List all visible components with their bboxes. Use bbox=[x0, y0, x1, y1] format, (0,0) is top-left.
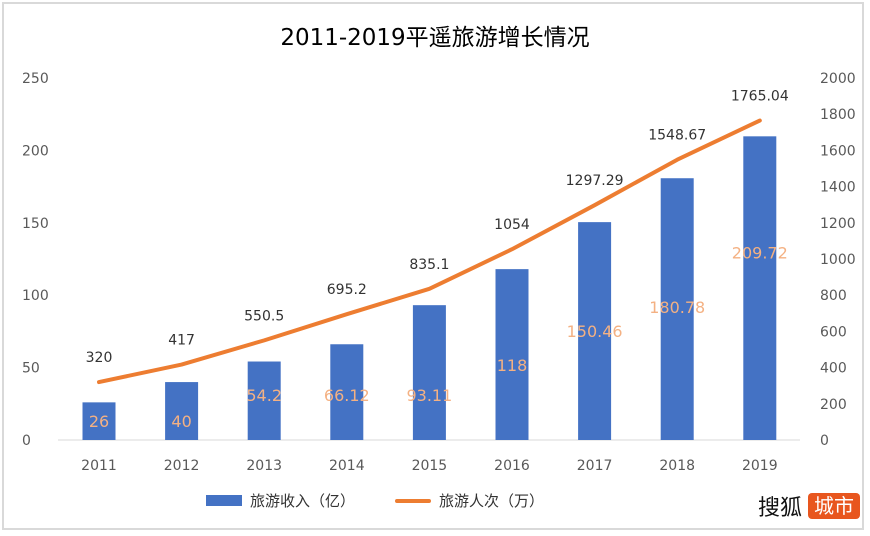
legend-swatch-bar bbox=[205, 495, 242, 506]
y-right-tick: 2000 bbox=[820, 71, 856, 87]
sohu-watermark-logo: 搜狐 城市 bbox=[758, 490, 860, 522]
watermark-brand: 搜狐 bbox=[757, 496, 802, 521]
bar-data-label: 40 bbox=[171, 412, 191, 431]
y-right-tick: 600 bbox=[820, 324, 847, 340]
bar bbox=[578, 222, 612, 440]
y-right-tick: 1800 bbox=[820, 107, 856, 123]
x-tick: 2015 bbox=[412, 458, 448, 474]
x-tick: 2018 bbox=[659, 458, 695, 474]
line-data-label: 1765.04 bbox=[731, 89, 789, 105]
y-left-tick: 250 bbox=[22, 71, 49, 87]
y-right-tick: 800 bbox=[820, 288, 847, 304]
x-tick: 2019 bbox=[742, 458, 778, 474]
bar-data-label: 209.72 bbox=[732, 243, 788, 262]
watermark-badge: 城市 bbox=[808, 493, 860, 519]
x-tick: 2016 bbox=[494, 458, 530, 474]
bar-data-label: 93.11 bbox=[406, 386, 452, 405]
line-data-label: 695.2 bbox=[327, 282, 367, 298]
legend-label-line: 旅游人次（万） bbox=[439, 492, 545, 510]
bar-data-label: 150.46 bbox=[567, 322, 623, 341]
bar-data-label: 66.12 bbox=[324, 386, 370, 405]
line-data-label: 1054 bbox=[494, 217, 530, 233]
bar bbox=[495, 269, 529, 440]
line-data-label: 320 bbox=[86, 350, 113, 366]
y-left-tick: 50 bbox=[22, 361, 40, 377]
bar-data-label: 118 bbox=[497, 356, 528, 375]
bar bbox=[82, 402, 116, 440]
line-data-label: 417 bbox=[168, 333, 195, 349]
bar-data-label: 54.2 bbox=[246, 386, 282, 405]
legend-label-bar: 旅游收入（亿） bbox=[249, 492, 355, 510]
y-right-tick: 200 bbox=[820, 397, 847, 413]
y-left-tick: 200 bbox=[22, 143, 49, 159]
line-data-label: 1297.29 bbox=[566, 173, 624, 189]
y-right-tick: 400 bbox=[820, 361, 847, 377]
legend-item-line: 旅游人次（万） bbox=[395, 490, 544, 511]
x-tick: 2012 bbox=[164, 458, 200, 474]
bar-data-label: 180.78 bbox=[649, 298, 705, 317]
line-series bbox=[97, 118, 762, 385]
line-data-label: 1548.67 bbox=[648, 128, 706, 144]
y-left-tick: 0 bbox=[22, 433, 31, 449]
bar bbox=[247, 361, 281, 440]
x-tick: 2013 bbox=[246, 458, 282, 474]
chart-frame bbox=[2, 2, 864, 530]
bar bbox=[412, 305, 446, 440]
chart-title: 2011-2019平遥旅游增长情况 bbox=[280, 25, 590, 51]
bar-data-label: 26 bbox=[89, 412, 109, 431]
y-right-tick: 0 bbox=[820, 433, 829, 449]
y-right-tick: 1000 bbox=[820, 252, 856, 268]
y-right-tick: 1600 bbox=[820, 143, 856, 159]
y-left-tick: 150 bbox=[22, 216, 49, 232]
legend-item-bar: 旅游收入（亿） bbox=[205, 490, 355, 511]
x-tick: 2011 bbox=[81, 458, 117, 474]
legend-swatch-line bbox=[395, 498, 431, 503]
bar bbox=[743, 136, 777, 440]
line-data-label: 550.5 bbox=[244, 308, 284, 324]
bar bbox=[165, 382, 199, 440]
bar bbox=[330, 344, 364, 440]
x-tick: 2014 bbox=[329, 458, 365, 474]
y-right-tick: 1400 bbox=[820, 180, 856, 196]
x-tick: 2017 bbox=[577, 458, 613, 474]
legend: 旅游收入（亿） 旅游人次（万） bbox=[0, 490, 810, 511]
bar bbox=[660, 178, 694, 440]
line-data-label: 835.1 bbox=[409, 257, 449, 273]
y-left-tick: 100 bbox=[22, 288, 49, 304]
y-right-tick: 1200 bbox=[820, 216, 856, 232]
